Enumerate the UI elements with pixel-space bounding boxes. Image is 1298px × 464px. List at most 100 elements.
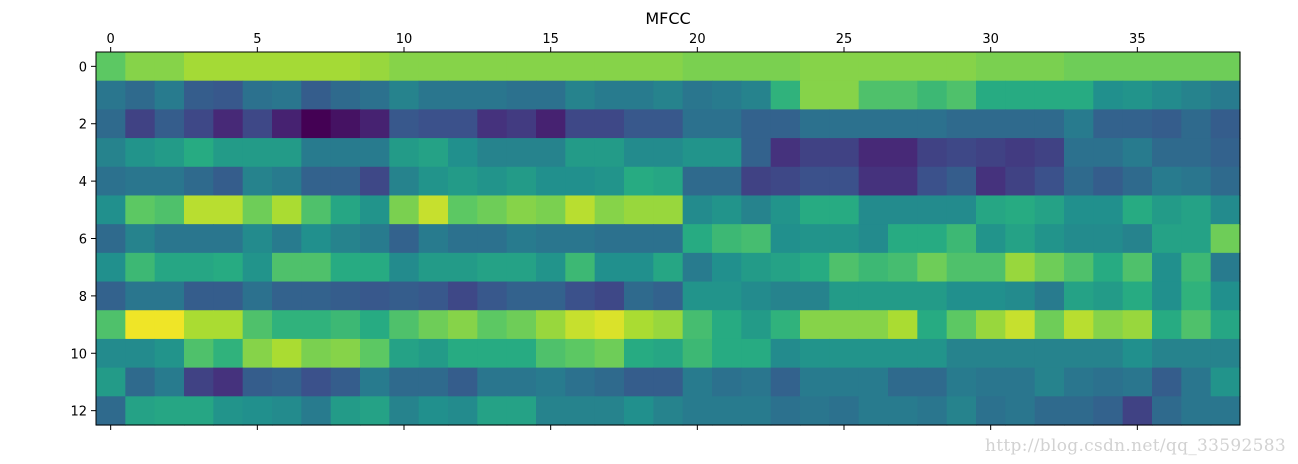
- heatmap-cell: [448, 252, 478, 283]
- heatmap-cell: [829, 367, 860, 397]
- heatmap-cell: [536, 396, 566, 426]
- heatmap-cell: [1210, 367, 1241, 397]
- heatmap-cell: [96, 166, 126, 197]
- heatmap-cell: [1093, 224, 1124, 254]
- heatmap-cell: [184, 367, 214, 397]
- heatmap-cell: [888, 396, 918, 426]
- heatmap-cell: [536, 109, 566, 139]
- heatmap-cell: [506, 224, 537, 254]
- heatmap-cell: [1064, 310, 1094, 340]
- heatmap-cell: [301, 224, 332, 254]
- heatmap-cell: [829, 166, 860, 197]
- heatmap-cell: [858, 52, 889, 82]
- heatmap-cell: [1064, 166, 1094, 197]
- heatmap-cell: [389, 80, 420, 110]
- heatmap-cell: [96, 252, 126, 283]
- heatmap-cell: [301, 367, 332, 397]
- heatmap-cell: [800, 52, 830, 82]
- heatmap-cell: [1005, 195, 1036, 225]
- heatmap-cell: [1181, 396, 1212, 426]
- heatmap-cell: [125, 224, 156, 254]
- heatmap-cell: [242, 80, 273, 110]
- heatmap-cell: [770, 367, 801, 397]
- heatmap-cell: [301, 396, 332, 426]
- heatmap-cell: [96, 338, 126, 369]
- heatmap-cell: [888, 224, 918, 254]
- heatmap-cell: [770, 281, 801, 311]
- heatmap-cell: [624, 166, 654, 197]
- heatmap-cell: [1152, 138, 1182, 168]
- heatmap-cell: [594, 138, 625, 168]
- heatmap-cell: [741, 195, 772, 225]
- y-tick-label: 10: [70, 347, 87, 362]
- heatmap-cell: [184, 281, 214, 311]
- x-tick-label: 0: [107, 32, 115, 47]
- heatmap-cell: [389, 396, 420, 426]
- heatmap-cell: [565, 109, 596, 139]
- heatmap-cell: [330, 252, 361, 283]
- heatmap-cell: [976, 195, 1006, 225]
- heatmap-cell: [330, 224, 361, 254]
- heatmap-cell: [917, 367, 948, 397]
- heatmap-cell: [301, 80, 332, 110]
- x-tick-label: 20: [689, 32, 706, 47]
- heatmap-cell: [360, 138, 390, 168]
- heatmap-cell: [565, 252, 596, 283]
- heatmap-cell: [418, 109, 449, 139]
- heatmap-cell: [829, 338, 860, 369]
- heatmap-cell: [477, 310, 508, 340]
- heatmap-cell: [917, 109, 948, 139]
- heatmap-cell: [1093, 109, 1124, 139]
- heatmap-cell: [301, 109, 332, 139]
- heatmap-cell: [712, 166, 742, 197]
- heatmap-cell: [448, 396, 478, 426]
- heatmap-cell: [1181, 52, 1212, 82]
- heatmap-cell: [1181, 109, 1212, 139]
- heatmap-cell: [125, 195, 156, 225]
- heatmap-cell: [125, 166, 156, 197]
- heatmap-cell: [917, 52, 948, 82]
- heatmap-cell: [712, 367, 742, 397]
- heatmap-cell: [448, 338, 478, 369]
- heatmap-cell: [1093, 166, 1124, 197]
- heatmap-cell: [184, 52, 214, 82]
- heatmap-cell: [1181, 138, 1212, 168]
- heatmap-cell: [360, 367, 390, 397]
- heatmap-cell: [213, 367, 244, 397]
- heatmap-cell: [448, 195, 478, 225]
- heatmap-cell: [506, 138, 537, 168]
- heatmap-cell: [1064, 80, 1094, 110]
- heatmap-cell: [741, 338, 772, 369]
- heatmap-cell: [976, 252, 1006, 283]
- heatmap-cell: [213, 195, 244, 225]
- heatmap-cell: [917, 281, 948, 311]
- heatmap-cell: [477, 367, 508, 397]
- heatmap-cell: [184, 138, 214, 168]
- heatmap-cell: [125, 281, 156, 311]
- heatmap-cell: [653, 195, 684, 225]
- heatmap-cell: [741, 310, 772, 340]
- heatmap-cell: [154, 224, 185, 254]
- heatmap-cell: [594, 396, 625, 426]
- heatmap-cell: [712, 310, 742, 340]
- heatmap-cell: [712, 338, 742, 369]
- heatmap-cell: [360, 396, 390, 426]
- heatmap-cell: [272, 281, 302, 311]
- heatmap-cell: [1034, 138, 1065, 168]
- heatmap-cell: [770, 195, 801, 225]
- heatmap-cell: [242, 166, 273, 197]
- heatmap-cell: [1152, 195, 1182, 225]
- heatmap-cell: [976, 80, 1006, 110]
- heatmap-cell: [946, 338, 977, 369]
- heatmap-cell: [418, 338, 449, 369]
- heatmap-cell: [1181, 80, 1212, 110]
- heatmap-cell: [418, 224, 449, 254]
- heatmap-cell: [96, 138, 126, 168]
- heatmap-cell: [154, 195, 185, 225]
- heatmap-cell: [272, 396, 302, 426]
- heatmap-cell: [389, 52, 420, 82]
- heatmap-cell: [888, 138, 918, 168]
- heatmap-cell: [858, 166, 889, 197]
- heatmap-cell: [594, 52, 625, 82]
- heatmap-cell: [770, 109, 801, 139]
